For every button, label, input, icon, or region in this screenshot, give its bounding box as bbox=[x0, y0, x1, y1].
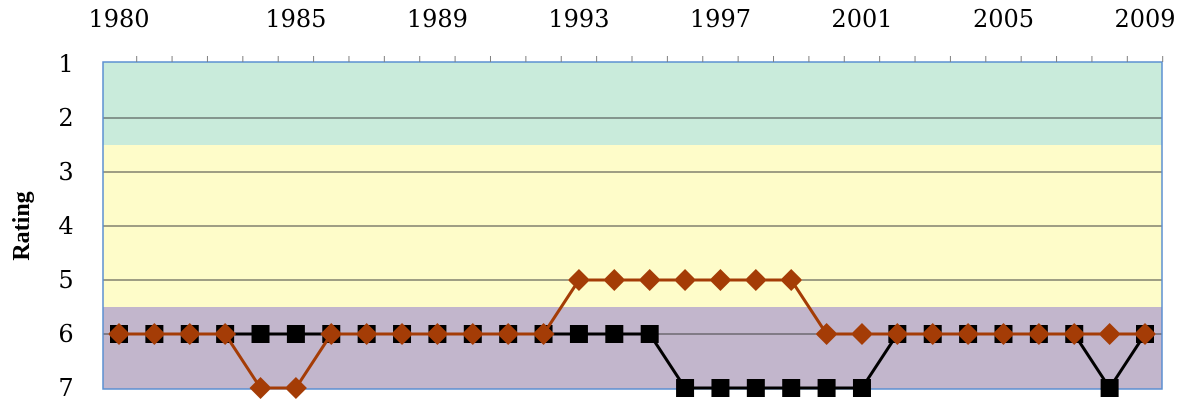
x-tick-label-1997: 1997 bbox=[690, 5, 751, 33]
x-tick-label-1985: 1985 bbox=[265, 5, 326, 33]
point-diamond-1987 bbox=[355, 323, 378, 345]
point-diamond-1985 bbox=[284, 377, 307, 399]
point-diamond-1999 bbox=[780, 269, 803, 291]
point-square-2000 bbox=[817, 379, 836, 397]
point-square-1985 bbox=[286, 325, 305, 343]
point-diamond-1994 bbox=[603, 269, 626, 291]
point-diamond-2008 bbox=[1098, 323, 1121, 345]
point-square-1996 bbox=[676, 379, 695, 397]
point-diamond-2000 bbox=[815, 323, 838, 345]
point-diamond-1980 bbox=[108, 323, 130, 345]
point-diamond-2001 bbox=[850, 323, 873, 345]
point-diamond-1981 bbox=[143, 323, 166, 345]
point-diamond-1995 bbox=[638, 269, 661, 291]
series-diamond bbox=[108, 269, 1156, 399]
point-diamond-1986 bbox=[320, 323, 343, 345]
x-axis-labels: 1980 1985 1989 1993 1997 2001 2005 2009 bbox=[88, 5, 1175, 33]
point-square-2001 bbox=[852, 379, 871, 397]
y-axis-title: Rating bbox=[9, 191, 35, 260]
x-tick-label-1993: 1993 bbox=[548, 5, 609, 33]
point-diamond-2006 bbox=[1027, 323, 1050, 345]
y-tick-label-5: 5 bbox=[58, 266, 73, 294]
point-diamond-2005 bbox=[992, 323, 1015, 345]
x-axis-ticks bbox=[136, 56, 1164, 62]
point-square-1997 bbox=[711, 379, 730, 397]
point-diamond-2009 bbox=[1134, 323, 1156, 345]
point-diamond-1992 bbox=[532, 323, 555, 345]
point-diamond-2002 bbox=[886, 323, 909, 345]
x-tick-label-1980: 1980 bbox=[88, 5, 149, 33]
y-tick-label-6: 6 bbox=[58, 320, 73, 348]
series-group bbox=[108, 269, 1156, 399]
x-tick-label-1989: 1989 bbox=[407, 5, 468, 33]
point-diamond-2003 bbox=[921, 323, 944, 345]
point-square-1994 bbox=[605, 325, 624, 343]
point-diamond-2007 bbox=[1063, 323, 1086, 345]
point-square-2008 bbox=[1100, 379, 1119, 397]
point-square-1993 bbox=[569, 325, 588, 343]
y-tick-label-2: 2 bbox=[58, 104, 73, 132]
x-tick-label-2001: 2001 bbox=[831, 5, 892, 33]
rating-band-3 bbox=[103, 307, 1162, 389]
point-diamond-1982 bbox=[178, 323, 201, 345]
y-tick-label-7: 7 bbox=[58, 374, 73, 402]
point-diamond-1993 bbox=[567, 269, 590, 291]
point-diamond-1996 bbox=[674, 269, 697, 291]
point-diamond-1984 bbox=[249, 377, 272, 399]
y-tick-label-3: 3 bbox=[58, 158, 73, 186]
y-tick-label-4: 4 bbox=[58, 212, 73, 240]
point-square-1984 bbox=[251, 325, 270, 343]
point-diamond-1989 bbox=[426, 323, 449, 345]
x-tick-label-2009: 2009 bbox=[1114, 5, 1175, 33]
point-diamond-2004 bbox=[957, 323, 980, 345]
y-tick-label-1: 1 bbox=[58, 50, 73, 78]
y-axis-labels: 1 2 3 4 5 6 7 bbox=[58, 50, 73, 402]
x-tick-label-2005: 2005 bbox=[973, 5, 1034, 33]
rating-band-1 bbox=[103, 62, 1162, 145]
point-diamond-1983 bbox=[214, 323, 237, 345]
point-diamond-1997 bbox=[709, 269, 732, 291]
point-square-1998 bbox=[746, 379, 765, 397]
point-square-1999 bbox=[782, 379, 801, 397]
point-diamond-1990 bbox=[461, 323, 484, 345]
point-square-1995 bbox=[640, 325, 659, 343]
point-diamond-1991 bbox=[497, 323, 520, 345]
point-diamond-1998 bbox=[744, 269, 767, 291]
point-diamond-1988 bbox=[391, 323, 414, 345]
